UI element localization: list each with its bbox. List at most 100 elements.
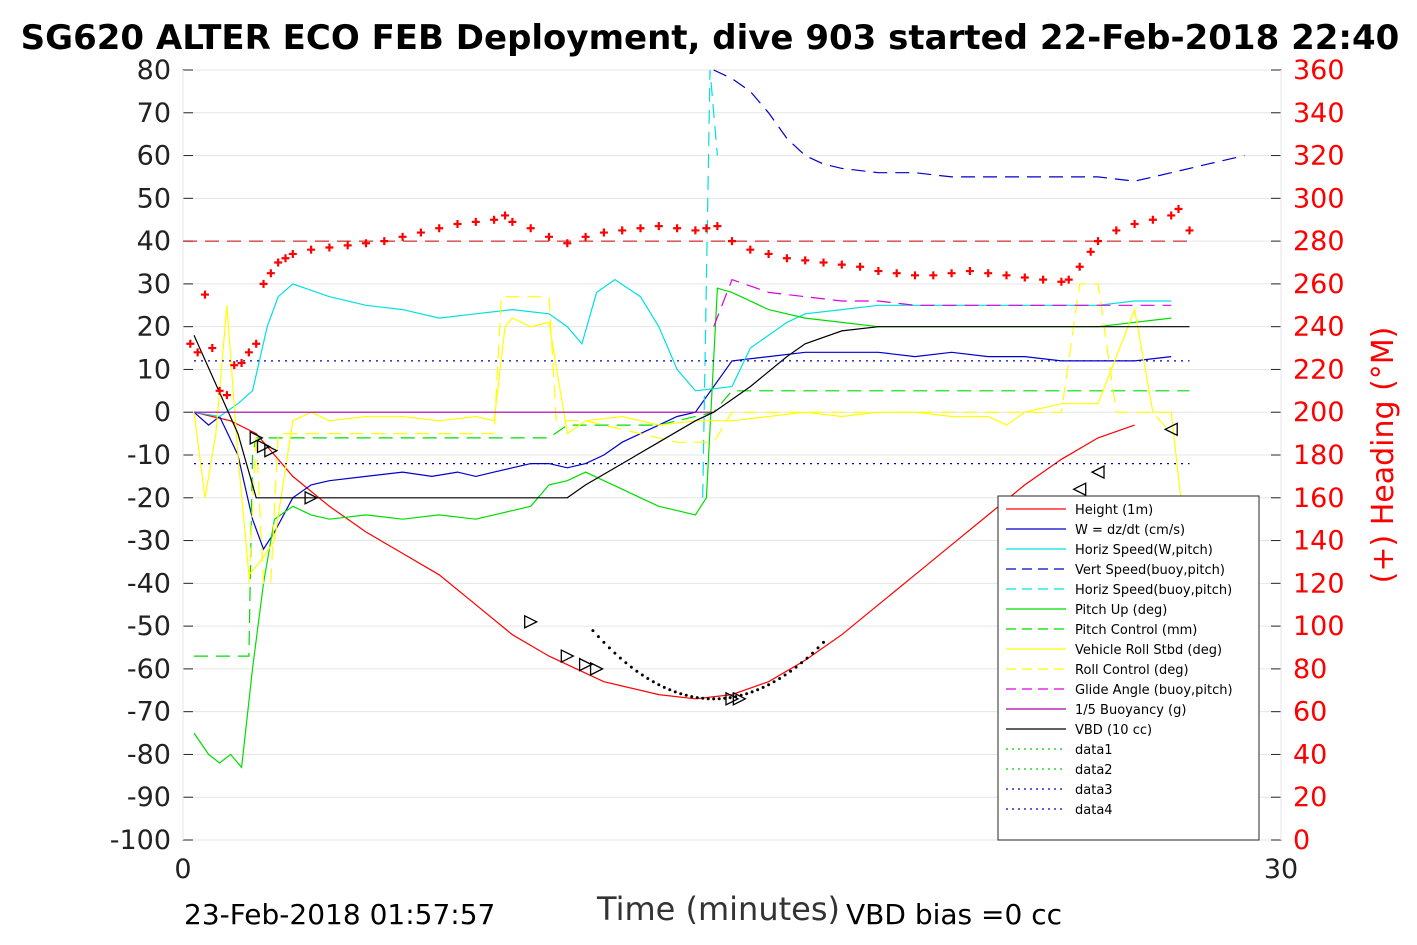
y-tick-label: 70: [137, 98, 171, 129]
y-tick-label: -80: [127, 739, 171, 770]
heading-point: [947, 269, 956, 278]
chart-title: SG620 ALTER ECO FEB Deployment, dive 903…: [20, 18, 1400, 58]
height-marker: [1090, 465, 1105, 480]
y-right-tick-label: 120: [1293, 568, 1345, 599]
heading-point: [490, 215, 499, 224]
heading-point: [618, 226, 627, 235]
sample-dot: [706, 697, 710, 701]
y-right-tick-label: 0: [1293, 825, 1310, 856]
y-right-label: (+) Heading (°M): [1366, 327, 1401, 584]
height-marker: [1163, 422, 1178, 437]
sample-dot: [635, 669, 639, 673]
sample-dot: [728, 696, 732, 700]
heading-point: [984, 269, 993, 278]
sample-dot: [723, 696, 727, 700]
heading-point: [1130, 220, 1139, 228]
sample-dot: [822, 640, 825, 644]
legend-label: Glide Angle (buoy,pitch): [1075, 683, 1233, 698]
heading-point: [1174, 205, 1183, 214]
legend-label: W = dz/dt (cm/s): [1075, 523, 1185, 538]
heading-point: [545, 232, 553, 241]
heading-point: [186, 339, 195, 348]
y-right-tick-label: 40: [1293, 739, 1327, 770]
legend-label: Vert Speed(buoy,pitch): [1075, 563, 1225, 578]
sample-dot: [794, 665, 798, 669]
y-right-tick-label: 340: [1293, 98, 1345, 129]
series-line-3: [713, 69, 1245, 182]
heading-point: [1020, 273, 1029, 282]
y-right-tick-label: 360: [1293, 55, 1345, 86]
sample-dot: [767, 683, 771, 687]
series-line-1: [193, 351, 1172, 551]
y-tick-label: 10: [137, 354, 171, 385]
sample-dot: [679, 692, 683, 696]
legend-label: Vehicle Roll Stbd (deg): [1075, 643, 1222, 658]
series-line-0: [193, 411, 1135, 700]
y-right-tick-label: 20: [1293, 782, 1327, 813]
heading-point: [673, 224, 682, 233]
y-right-tick-label: 160: [1293, 483, 1345, 514]
heading-point: [435, 224, 444, 233]
sample-dot: [783, 673, 787, 677]
heading-point: [764, 249, 773, 258]
sample-dot: [789, 669, 793, 673]
footer-date: 23-Feb-2018 01:57:57: [184, 898, 496, 931]
heading-point: [654, 222, 663, 231]
heading-layer: [183, 205, 1194, 400]
heading-point: [837, 260, 846, 269]
sample-dot: [607, 646, 611, 650]
legend-label: data1: [1075, 743, 1113, 758]
heading-point: [208, 344, 217, 353]
sample-dot: [629, 665, 633, 669]
heading-point: [193, 348, 202, 357]
heading-point: [691, 226, 700, 235]
sample-dot: [690, 695, 694, 699]
sample-dot: [662, 685, 666, 689]
height-marker: [304, 490, 319, 505]
heading-point: [215, 386, 224, 395]
series-line-8: [248, 283, 1172, 584]
heading-point: [1112, 226, 1121, 235]
heading-point: [343, 241, 352, 250]
series-line-6: [194, 390, 1190, 657]
heading-point: [1039, 275, 1048, 284]
height-marker: [589, 661, 605, 676]
series-line-7: [193, 305, 1191, 577]
heading-point: [1075, 262, 1084, 271]
heading-point: [801, 256, 810, 265]
sample-dot: [657, 683, 661, 687]
sample-dot: [756, 688, 760, 692]
heading-point: [746, 245, 755, 254]
sample-dot: [717, 697, 721, 701]
sample-dot: [739, 693, 743, 697]
x-tick-label: 30: [1264, 854, 1298, 885]
y-tick-label: -70: [127, 697, 171, 728]
sample-dot: [712, 697, 716, 701]
heading-point: [307, 245, 316, 254]
legend-label: data2: [1075, 763, 1113, 778]
y-right-tick-label: 80: [1293, 654, 1327, 685]
heading-point: [380, 237, 389, 246]
y-right-tick-label: 60: [1293, 697, 1327, 728]
legend-label: data3: [1075, 783, 1113, 798]
heading-point: [1057, 277, 1066, 286]
heading-point: [874, 267, 883, 276]
sample-dot: [750, 690, 754, 694]
series-line-4: [702, 69, 718, 498]
heading-point: [1094, 237, 1102, 246]
heading-point: [1002, 271, 1011, 280]
legend: Height (1m) W = dz/dt (cm/s) Horiz Speed(W…: [997, 495, 1260, 841]
x-axis-label: Time (minutes): [597, 890, 840, 928]
y-right-tick-label: 220: [1293, 354, 1345, 385]
heading-point: [237, 359, 246, 368]
sample-dot: [745, 692, 749, 696]
heading-point: [222, 391, 231, 400]
y-tick-label: -60: [127, 654, 171, 685]
legend-label: Pitch Control (mm): [1075, 623, 1197, 638]
heading-point: [526, 224, 535, 233]
heading-point: [266, 269, 275, 278]
sample-dot: [602, 640, 606, 644]
heading-point: [581, 232, 590, 241]
sample-dot: [596, 635, 600, 639]
sample-dot: [673, 690, 677, 694]
